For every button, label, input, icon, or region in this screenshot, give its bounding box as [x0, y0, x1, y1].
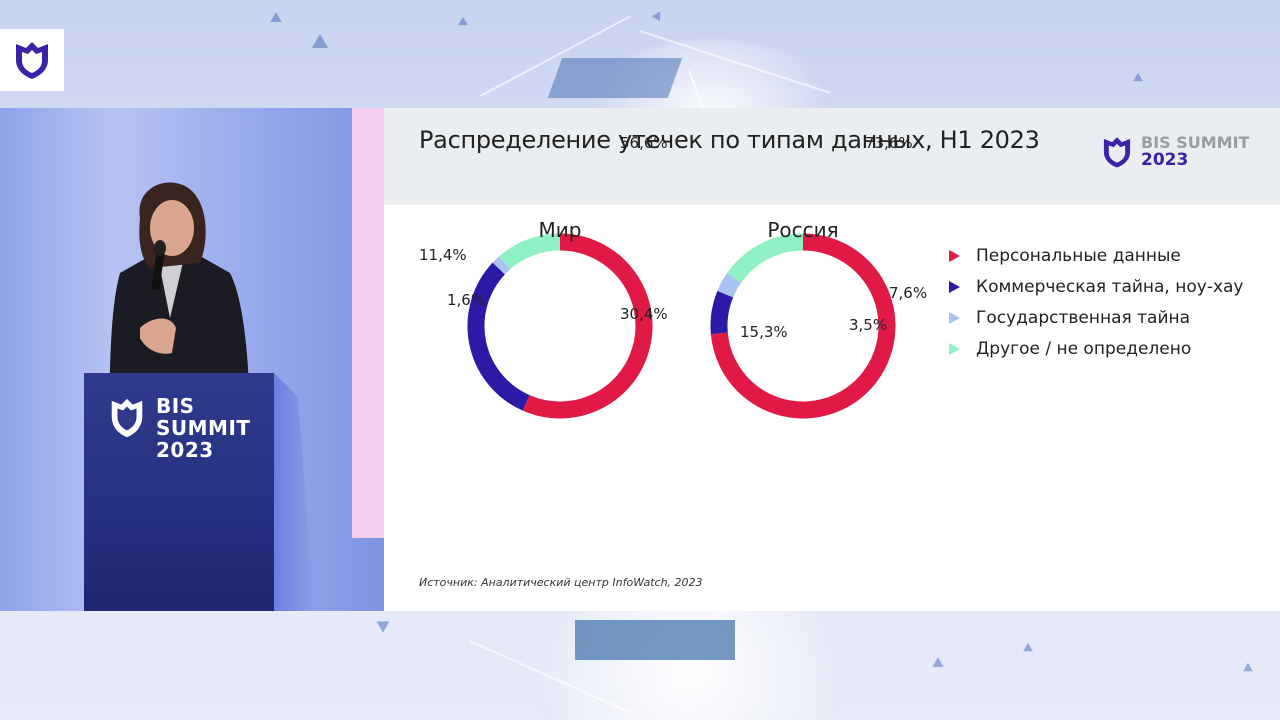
slide-brand: BIS SUMMIT 2023: [1099, 134, 1249, 170]
background-shard: [932, 657, 944, 667]
legend-label: Коммерческая тайна, ноу-хау: [976, 276, 1244, 297]
legend-label: Государственная тайна: [976, 307, 1191, 328]
podium-logo-line1: BIS: [156, 394, 195, 418]
donut-slice-state: [717, 273, 742, 298]
shield-logo-icon: [1103, 137, 1131, 168]
legend-marker-icon: [949, 280, 960, 293]
chart-center-label-russia: Россия: [767, 218, 839, 242]
background-shard: [651, 8, 665, 22]
podium: BIS SUMMIT 2023: [84, 373, 274, 611]
background-shard: [270, 12, 282, 22]
legend-marker-icon: [949, 311, 960, 324]
legend-label: Другое / не определено: [976, 338, 1192, 359]
brand-year: 2023: [1141, 150, 1189, 170]
brand-name: BIS SUMMIT: [1141, 133, 1250, 152]
legend-item: Государственная тайна: [949, 302, 1244, 333]
podium-logo-line3: 2023: [156, 438, 214, 462]
legend-item: Другое / не определено: [949, 333, 1244, 364]
speaker-video: BIS SUMMIT 2023: [0, 108, 384, 611]
data-label: 56,6%: [620, 134, 668, 152]
background-screen: [575, 620, 735, 660]
data-label: 7,6%: [889, 284, 928, 302]
legend-item: Коммерческая тайна, ноу-хау: [949, 271, 1244, 302]
legend-item: Персональные данные: [949, 240, 1244, 271]
donut-slice-other: [727, 233, 804, 284]
video-light-panel: [352, 108, 384, 538]
data-label: 15,3%: [740, 323, 788, 341]
chart-legend: Персональные данные Коммерческая тайна, …: [949, 240, 1244, 364]
donut-charts: [467, 233, 896, 419]
background-shard: [1023, 642, 1033, 652]
donut-slice-other: [499, 233, 561, 270]
legend-marker-icon: [949, 249, 960, 262]
donut-slice-personal: [710, 233, 896, 419]
data-label: 11,4%: [419, 246, 467, 264]
data-label: 1,6%: [447, 291, 486, 309]
podium-logo-line2: SUMMIT: [156, 416, 251, 440]
background-screen: [547, 58, 683, 98]
podium-logo: BIS SUMMIT 2023: [106, 395, 251, 461]
background-shard: [1243, 662, 1253, 672]
source-note: Источник: Аналитический центр InfoWatch,…: [419, 576, 703, 589]
donut-slice-commercial: [710, 290, 734, 335]
background-shard: [1133, 72, 1143, 82]
donut-slice-state: [492, 256, 511, 275]
background-shard: [312, 34, 328, 48]
corner-logo: [0, 29, 64, 91]
slide-title: Распределение утечек по типам данных, H1…: [419, 126, 1040, 154]
shield-logo-icon: [16, 42, 48, 79]
data-label: 30,4%: [620, 305, 668, 323]
background-shard: [376, 621, 390, 633]
donut-slice-personal: [522, 233, 653, 419]
background-shard: [458, 16, 468, 26]
presentation-slide: Распределение утечек по типам данных, H1…: [384, 108, 1280, 611]
chart-center-label-world: Мир: [538, 218, 582, 242]
donut-slice-commercial: [467, 262, 530, 411]
background-glow: [480, 600, 900, 720]
shield-logo-icon: [111, 398, 143, 438]
legend-marker-icon: [949, 342, 960, 355]
data-label: 3,5%: [849, 316, 888, 334]
data-label: 73,6%: [865, 134, 913, 152]
legend-label: Персональные данные: [976, 245, 1181, 266]
slide-header: Распределение утечек по типам данных, H1…: [384, 108, 1280, 205]
